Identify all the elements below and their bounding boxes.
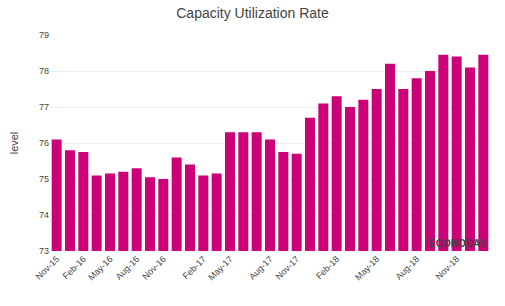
svg-text:Capacity Utilization Rate: Capacity Utilization Rate [176,5,329,21]
svg-text:Nov-18: Nov-18 [434,254,462,282]
svg-text:Feb-18: Feb-18 [314,254,341,281]
svg-text:75: 75 [39,174,49,184]
svg-text:79: 79 [39,30,49,40]
svg-text:May-18: May-18 [353,254,381,282]
svg-text:level: level [8,132,20,155]
svg-text:77: 77 [39,102,49,112]
svg-text:May-16: May-16 [86,254,114,282]
svg-text:Aug-16: Aug-16 [114,254,142,282]
svg-text:74: 74 [39,210,49,220]
svg-text:73: 73 [39,246,49,256]
svg-text:Aug-17: Aug-17 [247,254,275,282]
svg-text:Aug-18: Aug-18 [394,254,422,282]
svg-text:76: 76 [39,138,49,148]
svg-text:78: 78 [39,66,49,76]
svg-text:Feb-17: Feb-17 [181,254,208,281]
svg-text:Feb-16: Feb-16 [61,254,88,281]
svg-text:ECONODAY.: ECONODAY. [429,238,488,249]
svg-text:Nov-17: Nov-17 [274,254,302,282]
svg-text:Nov-15: Nov-15 [34,254,62,282]
svg-text:Nov-16: Nov-16 [140,254,168,282]
svg-text:May-17: May-17 [206,254,234,282]
